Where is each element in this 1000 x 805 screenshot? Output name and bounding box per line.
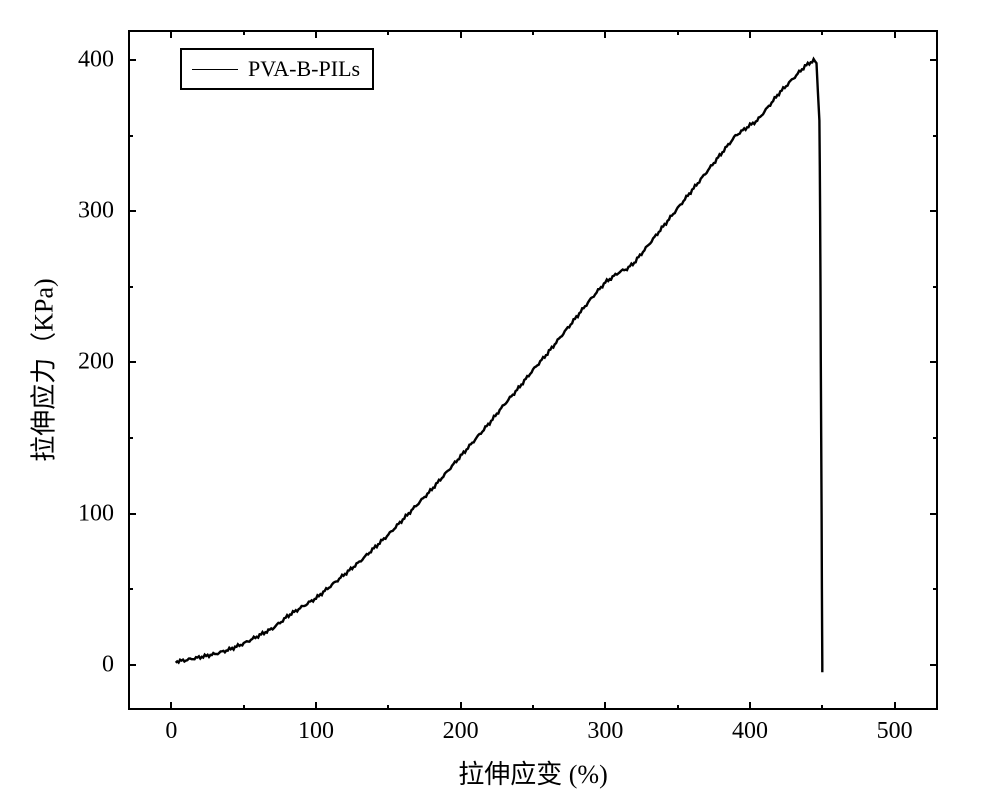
tick-mark — [933, 588, 938, 590]
tick-mark — [930, 59, 938, 61]
figure: PVA-B-PILs 拉伸应变 (%) 拉伸应力（KPa) 0 100 200 300… — [0, 0, 1000, 805]
tick-mark — [128, 437, 133, 439]
stress-strain-curve — [0, 0, 1000, 805]
legend-label: PVA-B-PILs — [248, 56, 360, 82]
tick-mark — [604, 30, 606, 38]
x-tick-label: 300 — [587, 718, 623, 745]
x-tick-label: 500 — [877, 718, 913, 745]
y-axis-label: 拉伸应力（KPa) — [24, 278, 61, 461]
tick-mark — [170, 30, 172, 38]
tick-mark — [315, 30, 317, 38]
tick-mark — [243, 30, 245, 35]
x-tick-label: 100 — [298, 718, 334, 745]
tick-mark — [128, 664, 136, 666]
tick-mark — [128, 513, 136, 515]
tick-mark — [315, 702, 317, 710]
tick-mark — [128, 361, 136, 363]
tick-mark — [532, 705, 534, 710]
tick-mark — [604, 702, 606, 710]
tick-mark — [749, 30, 751, 38]
tick-mark — [128, 286, 133, 288]
tick-mark — [128, 588, 133, 590]
series-path — [176, 59, 823, 672]
tick-mark — [894, 30, 896, 38]
tick-mark — [128, 135, 133, 137]
x-tick-label: 400 — [732, 718, 768, 745]
tick-mark — [387, 30, 389, 35]
tick-mark — [933, 286, 938, 288]
tick-mark — [677, 705, 679, 710]
tick-mark — [387, 705, 389, 710]
tick-mark — [930, 513, 938, 515]
tick-mark — [930, 664, 938, 666]
x-tick-label: 0 — [165, 718, 177, 745]
tick-mark — [749, 702, 751, 710]
tick-mark — [821, 705, 823, 710]
tick-mark — [532, 30, 534, 35]
tick-mark — [930, 210, 938, 212]
tick-mark — [933, 135, 938, 137]
legend: PVA-B-PILs — [180, 48, 374, 90]
tick-mark — [170, 702, 172, 710]
legend-line-icon — [192, 69, 238, 70]
tick-mark — [243, 705, 245, 710]
tick-mark — [128, 210, 136, 212]
tick-mark — [128, 59, 136, 61]
tick-mark — [821, 30, 823, 35]
tick-mark — [460, 30, 462, 38]
tick-mark — [460, 702, 462, 710]
x-tick-label: 200 — [443, 718, 479, 745]
tick-mark — [933, 437, 938, 439]
x-axis-label: 拉伸应变 (%) — [458, 754, 607, 791]
tick-mark — [677, 30, 679, 35]
tick-mark — [930, 361, 938, 363]
tick-mark — [894, 702, 896, 710]
